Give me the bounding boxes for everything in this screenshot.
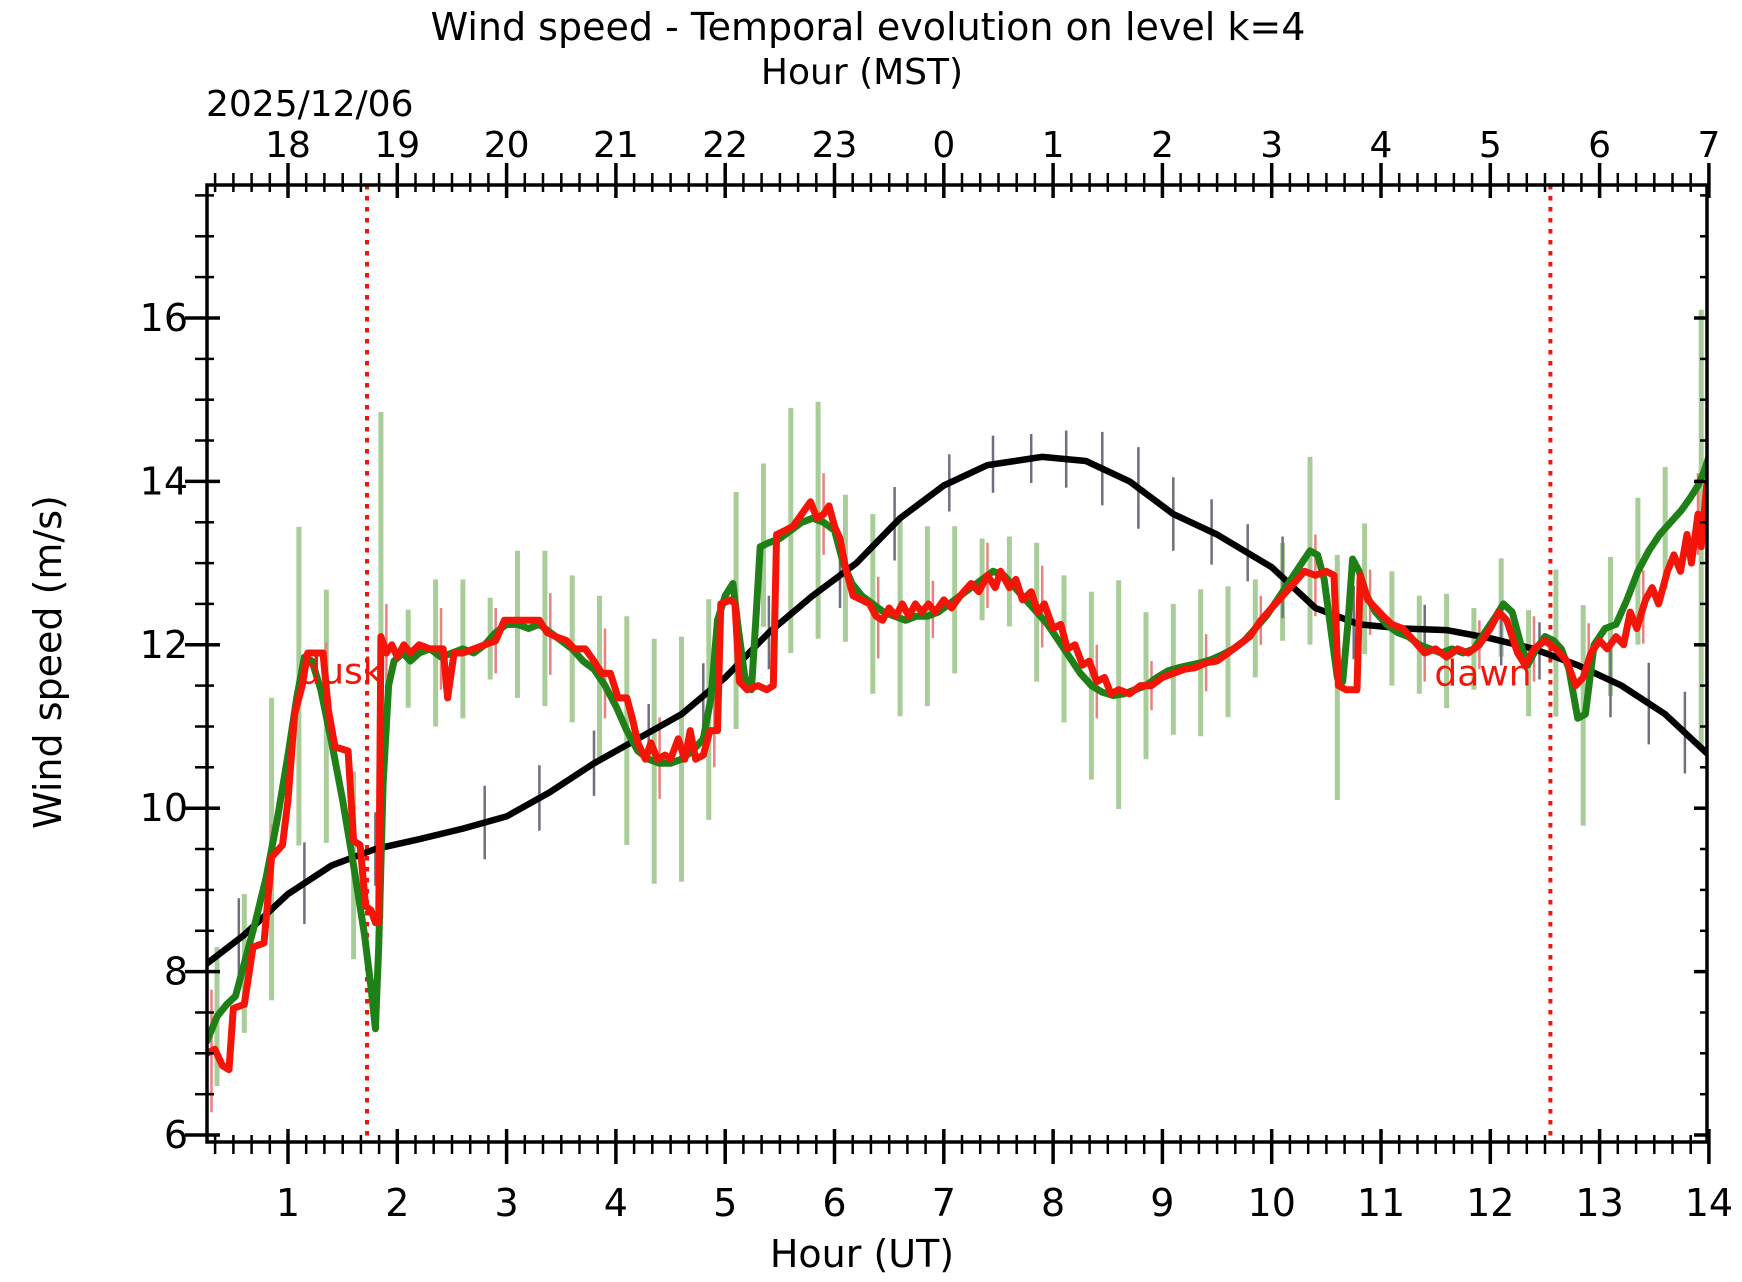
x-tick-label-ut: 6	[822, 1181, 846, 1225]
x-tick-label-mst: 23	[812, 125, 858, 166]
x-tick-label-mst: 6	[1588, 125, 1611, 166]
x-tick-label-mst: 22	[702, 125, 748, 166]
x-tick-label-ut: 2	[385, 1181, 409, 1225]
x-tick-label-mst: 21	[593, 125, 639, 166]
x-tick-label-mst: 1	[1042, 125, 1065, 166]
y-tick-label: 16	[140, 296, 188, 340]
x-tick-label-ut: 3	[495, 1181, 519, 1225]
plot-border	[205, 183, 1709, 1144]
x-tick-label-mst: 19	[374, 125, 420, 166]
x-tick-label-mst: 5	[1479, 125, 1502, 166]
x-tick-label-ut: 12	[1466, 1181, 1514, 1225]
gray-error-bars	[237, 430, 1687, 980]
green-error-bars	[214, 309, 1704, 1086]
dawn-annotation: dawn	[1434, 653, 1532, 695]
red-line	[207, 482, 1707, 1074]
chart-title: Wind speed - Temporal evolution on level…	[430, 5, 1306, 49]
x-tick-label-mst: 0	[932, 125, 955, 166]
x-tick-label-ut: 7	[932, 1181, 956, 1225]
x-tick-label-mst: 20	[484, 125, 530, 166]
y-tick-label: 6	[164, 1113, 188, 1157]
plot-data-layer	[207, 185, 1707, 1142]
x-tick-label-ut: 9	[1150, 1181, 1174, 1225]
x-tick-label-ut: 1	[276, 1181, 300, 1225]
y-tick-label: 14	[140, 459, 188, 503]
x-tick-label-mst: 3	[1260, 125, 1283, 166]
y-tick-label: 10	[140, 786, 188, 830]
x-tick-label-ut: 5	[713, 1181, 737, 1225]
top-axis-title: Hour (MST)	[760, 52, 964, 93]
y-tick-label: 8	[164, 950, 188, 994]
x-tick-label-ut: 10	[1248, 1181, 1296, 1225]
x-tick-label-mst: 7	[1697, 125, 1720, 166]
x-tick-label-ut: 11	[1357, 1181, 1405, 1225]
tick-marks	[185, 163, 1711, 1164]
x-tick-label-ut: 8	[1041, 1181, 1065, 1225]
x-tick-label-mst: 18	[265, 125, 311, 166]
date-label: 2025/12/06	[206, 84, 414, 125]
x-tick-label-ut: 13	[1575, 1181, 1623, 1225]
x-tick-label-ut: 4	[604, 1181, 628, 1225]
green-line	[207, 451, 1707, 1045]
bottom-axis-title: Hour (UT)	[769, 1232, 955, 1276]
y-tick-label: 12	[140, 623, 188, 667]
x-tick-label-mst: 2	[1151, 125, 1174, 166]
x-tick-label-ut: 14	[1685, 1181, 1733, 1225]
x-tick-label-mst: 4	[1370, 125, 1393, 166]
black-smooth-line	[207, 453, 1707, 967]
y-axis-title: Wind speed (m/s)	[26, 495, 70, 829]
axes-frame	[205, 183, 1709, 1144]
dusk-annotation: dusk	[298, 651, 384, 693]
